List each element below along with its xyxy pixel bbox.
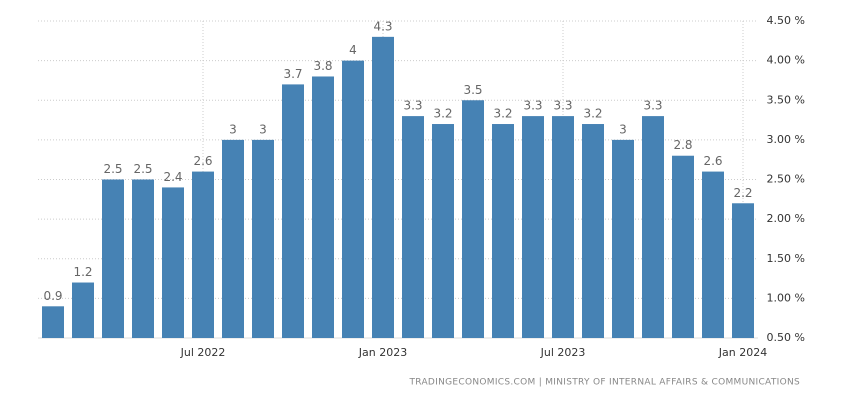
value-label: 3.7 [283,67,302,81]
value-label: 3.3 [643,99,662,113]
bar [252,139,274,338]
value-label: 2.6 [193,154,212,168]
bar [402,116,424,338]
y-tick-label: 4.00 % [767,54,805,67]
value-label: 3 [229,122,237,136]
value-label: 2.8 [673,138,692,152]
value-label: 3.8 [313,59,332,73]
bar [522,116,544,338]
bar [192,171,214,338]
x-tick-label: Jan 2024 [718,346,767,359]
value-label: 3 [259,122,267,136]
source: TRADINGECONOMICS.COM | MINISTRY OF INTER… [408,378,800,388]
bar [312,76,334,338]
bar [582,124,604,339]
value-label: 2.2 [733,186,752,200]
value-label: 3.2 [433,107,452,121]
bar [162,187,184,338]
bar [672,155,694,338]
y-tick-label: 1.50 % [767,252,805,265]
bar [372,36,394,338]
bar [642,116,664,338]
bar [102,179,124,338]
bar [132,179,154,338]
value-label: 4.3 [373,19,392,33]
bar [432,124,454,339]
value-label: 4 [349,43,357,57]
x-tick-label: Jan 2023 [358,346,407,359]
bar [342,60,364,338]
value-label: 2.4 [163,170,182,184]
bar [552,116,574,338]
y-tick-label: 1.00 % [767,291,805,304]
bar [732,203,754,338]
x-tick-label: Jul 2023 [540,346,586,359]
bar [462,100,484,338]
y-tick-label: 3.00 % [767,133,805,146]
value-label: 3.3 [523,99,542,113]
y-tick-label: 3.50 % [767,93,805,106]
value-label: 3.3 [403,99,422,113]
bar [72,282,94,338]
value-label: 0.9 [43,289,62,303]
bar [42,306,64,338]
bar [222,139,244,338]
x-tick-label: Jul 2022 [180,346,226,359]
bar [702,171,724,338]
y-tick-label: 0.50 % [767,331,805,344]
value-label: 3.2 [493,107,512,121]
value-label: 2.5 [103,162,122,176]
y-tick-label: 2.50 % [767,173,805,186]
value-label: 3.3 [553,99,572,113]
y-tick-label: 2.00 % [767,212,805,225]
bar [282,84,304,339]
bar [492,124,514,339]
value-label: 3 [619,122,627,136]
value-label: 3.5 [463,83,482,97]
value-label: 1.2 [73,265,92,279]
bar [612,139,634,338]
y-tick-label: 4.50 % [767,14,805,27]
value-label: 2.6 [703,154,722,168]
value-label: 3.2 [583,107,602,121]
value-label: 2.5 [133,162,152,176]
